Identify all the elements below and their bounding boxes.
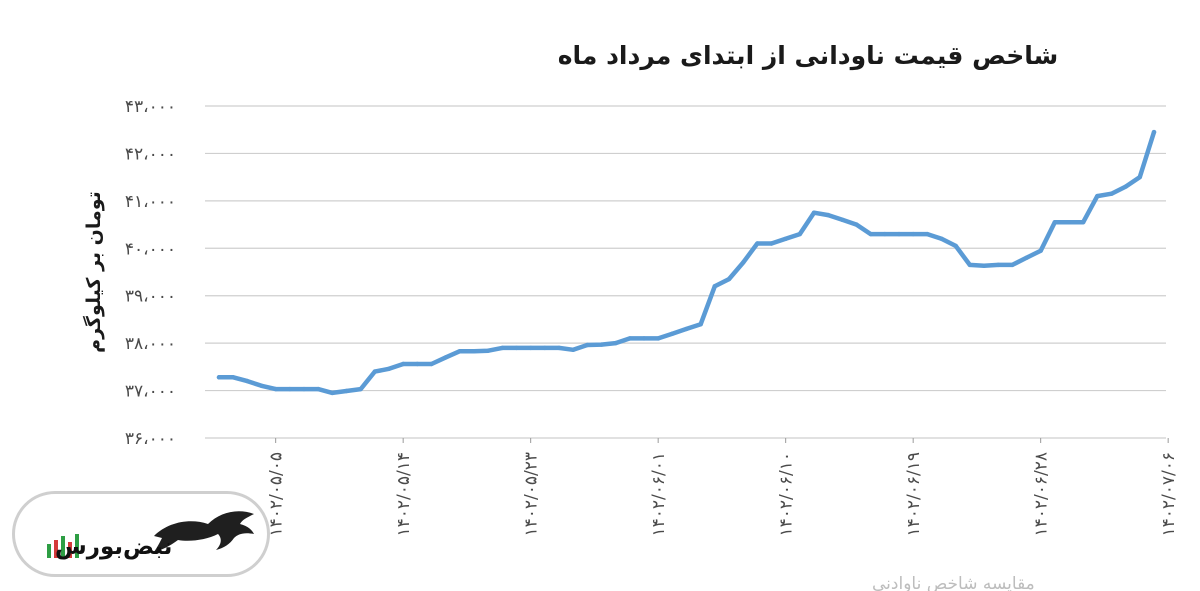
- data-point: [429, 361, 434, 367]
- x-tick-label: ۱۴۰۲/۰۶/۱۹: [904, 452, 924, 537]
- data-point: [556, 345, 562, 351]
- x-tick-label: ۱۴۰۲/۰۵/۱۴: [394, 452, 414, 537]
- x-tick-label: ۱۴۰۲/۰۶/۰۱: [649, 452, 669, 537]
- data-point: [826, 212, 831, 218]
- data-point: [1038, 248, 1043, 253]
- data-point: [500, 345, 505, 351]
- gridlines: [205, 105, 1166, 439]
- data-point: [1123, 184, 1128, 189]
- data-point: [656, 336, 661, 341]
- data-point: [769, 241, 774, 246]
- data-point: [868, 231, 873, 237]
- data-point: [1095, 193, 1100, 199]
- y-tick-label: ۳۹،۰۰۰: [125, 287, 176, 307]
- data-point: [330, 390, 335, 396]
- data-point: [741, 260, 746, 265]
- y-tick-label: ۴۰،۰۰۰: [125, 239, 176, 259]
- data-point: [344, 388, 349, 394]
- data-point: [386, 366, 392, 371]
- bull-icon: [154, 511, 254, 552]
- data-point: [783, 236, 788, 241]
- data-point: [599, 342, 604, 347]
- data-point: [542, 345, 547, 351]
- data-point: [911, 231, 916, 237]
- data-point: [486, 348, 491, 353]
- data-point: [811, 210, 817, 215]
- data-point: [925, 231, 930, 237]
- y-axis-label: تومان بر کیلوگرم: [82, 191, 105, 353]
- data-point: [953, 243, 958, 249]
- data-point: [287, 386, 292, 392]
- data-point: [726, 276, 732, 282]
- data-point: [301, 386, 307, 392]
- logo-text: نبض‌بورس: [55, 534, 173, 560]
- data-point: [996, 262, 1001, 268]
- data-point: [1081, 220, 1086, 225]
- data-point: [755, 241, 760, 246]
- data-point: [471, 349, 477, 354]
- data-point: [613, 340, 618, 346]
- data-point: [840, 217, 845, 222]
- data-point: [712, 284, 717, 289]
- data-point: [854, 222, 859, 227]
- data-point: [273, 386, 278, 392]
- x-tick-label: ۱۴۰۲/۰۵/۲۳: [522, 452, 542, 537]
- data-point: [528, 345, 533, 351]
- data-point: [245, 378, 250, 384]
- data-point: [358, 386, 363, 392]
- y-tick-label: ۴۳،۰۰۰: [125, 97, 176, 117]
- x-tick-label: ۱۴۰۲/۰۶/۲۸: [1032, 452, 1052, 537]
- data-point: [231, 375, 236, 380]
- brand-logo: نبض‌بورس: [12, 491, 270, 577]
- data-point: [457, 349, 462, 354]
- y-tick-label: ۳۷،۰۰۰: [125, 382, 176, 402]
- x-tick-label: ۱۴۰۲/۰۶/۱۰: [777, 452, 797, 537]
- y-tick-label: ۳۸،۰۰۰: [125, 334, 176, 354]
- data-point: [797, 231, 802, 237]
- data-point: [698, 322, 703, 327]
- data-point: [216, 375, 222, 380]
- data-point: [641, 336, 647, 341]
- data-point: [967, 262, 972, 268]
- data-point: [514, 345, 519, 351]
- data-point: [443, 355, 448, 360]
- data-point: [939, 236, 944, 241]
- y-tick-label: ۴۲،۰۰۰: [125, 144, 176, 164]
- data-point: [684, 326, 689, 332]
- data-point: [401, 361, 406, 367]
- data-point: [1066, 220, 1072, 225]
- data-point: [981, 263, 987, 268]
- data-point: [1024, 255, 1029, 260]
- data-point: [1010, 262, 1015, 268]
- data-point: [1052, 220, 1058, 225]
- data-point: [571, 347, 576, 352]
- data-point: [316, 386, 321, 392]
- data-point: [585, 342, 590, 348]
- candlestick-icon: [47, 534, 79, 558]
- y-axis-ticks: ۳۶،۰۰۰ ۳۷،۰۰۰ ۳۸،۰۰۰ ۳۹،۰۰۰ ۴۰،۰۰۰ ۴۱،۰۰۰ ۴۲،۰…: [125, 97, 176, 449]
- data-point: [1151, 129, 1157, 135]
- data-point: [1137, 174, 1143, 180]
- chart-title: شاخص قیمت ناودانی از ابتدای مرداد ماه: [558, 41, 1058, 71]
- y-tick-label: ۴۱،۰۰۰: [125, 192, 176, 212]
- bottom-caption: مقایسه شاخص ناوادنی: [872, 574, 1035, 591]
- data-point: [372, 369, 377, 374]
- series-line: [216, 129, 1157, 396]
- y-tick-label: ۳۶،۰۰۰: [125, 429, 176, 449]
- x-axis-ticks: ۱۴۰۲/۰۵/۰۵ ۱۴۰۲/۰۵/۱۴ ۱۴۰۲/۰۵/۲۳ ۱۴۰۲/۰۶/۰۱…: [267, 438, 1179, 537]
- x-tick-label: ۱۴۰۲/۰۵/۰۵: [267, 452, 287, 537]
- data-point: [882, 231, 887, 237]
- data-point: [1109, 191, 1114, 196]
- data-point: [670, 331, 675, 336]
- x-tick-label: ۱۴۰۲/۰۷/۰۶: [1159, 452, 1179, 537]
- data-point: [415, 361, 420, 367]
- data-point: [896, 231, 902, 237]
- data-point: [259, 383, 264, 388]
- series-layer: [216, 129, 1157, 396]
- data-point: [627, 336, 632, 341]
